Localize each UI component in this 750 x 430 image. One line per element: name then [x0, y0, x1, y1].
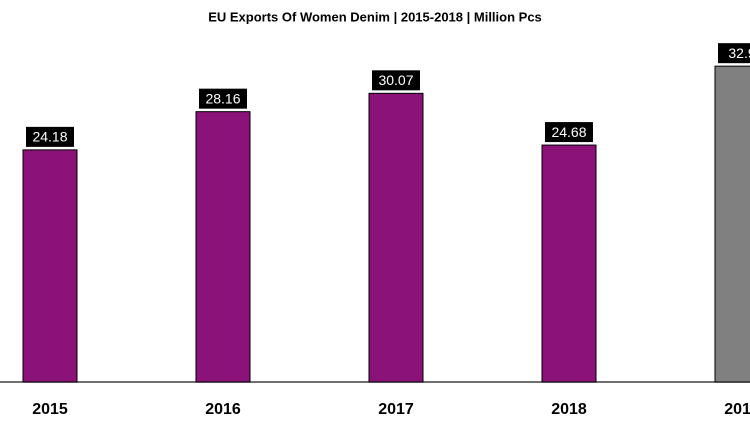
value-label-box: [718, 43, 750, 64]
value-label: 32.9: [728, 45, 750, 61]
bar: [541, 144, 597, 383]
value-label: 30.07: [378, 72, 413, 88]
bar: [22, 149, 78, 383]
x-tick-label: 2018: [551, 401, 587, 418]
x-tick-label: 2018: [724, 401, 750, 418]
x-tick-label: 2016: [205, 401, 241, 418]
value-label-box: [372, 70, 420, 91]
value-label: 24.68: [551, 124, 586, 140]
value-label-box: [199, 88, 247, 109]
value-label-box: [545, 122, 593, 143]
bar: [195, 111, 251, 383]
bar: [714, 65, 750, 383]
bar: [368, 92, 424, 383]
x-tick-label: 2017: [378, 401, 414, 418]
value-label-box: [26, 126, 74, 147]
value-label: 28.16: [205, 90, 240, 106]
x-tick-label: 2015: [32, 401, 68, 418]
value-label: 24.18: [32, 129, 67, 145]
chart-title: EU Exports Of Women Denim | 2015-2018 | …: [208, 9, 542, 24]
